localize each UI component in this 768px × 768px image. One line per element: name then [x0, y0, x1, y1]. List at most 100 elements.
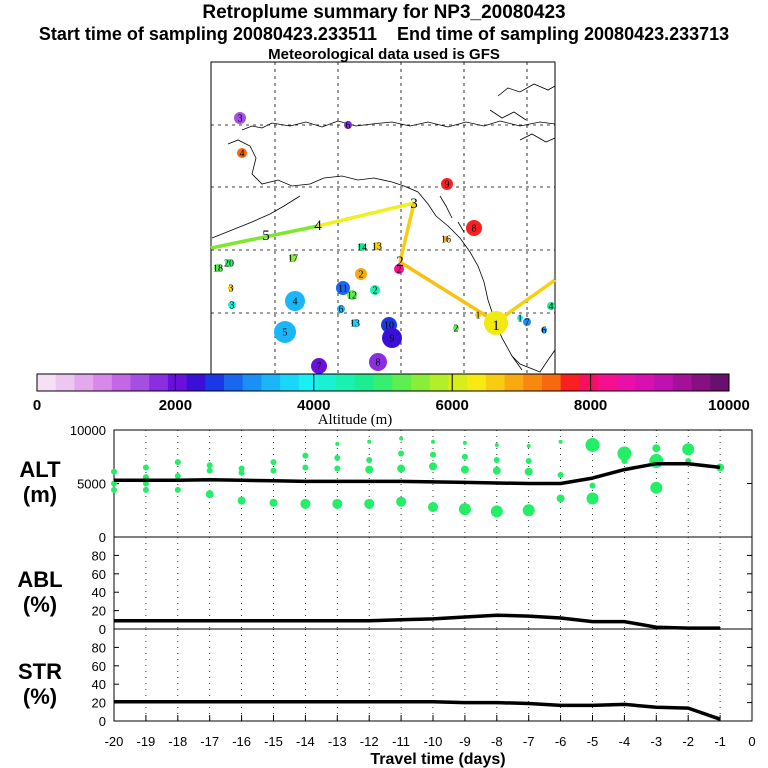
- map-cluster-dot-31: [523, 318, 531, 326]
- colorbar-swatch-21: [429, 374, 449, 391]
- alt-cluster-dot-38: [462, 440, 467, 445]
- map-cluster-label-20: 6: [339, 305, 344, 316]
- x-tick-label-12: -8: [491, 734, 503, 749]
- coastline: [211, 83, 556, 373]
- colorbar-swatch-9: [205, 374, 225, 391]
- map-cluster-dot-10: [358, 243, 366, 251]
- alt-cluster-dot-22: [335, 441, 340, 446]
- centroid-label-5: 5: [262, 228, 270, 244]
- centroid-track-4: [494, 278, 557, 324]
- alt-cluster-dot-8: [174, 473, 181, 480]
- panel-alt-yunit: (m): [23, 482, 57, 507]
- alt-cluster-dot-6: [142, 486, 149, 493]
- panel-alt-ytick-label-1: 5000: [77, 477, 106, 492]
- map-cluster-dot-7: [225, 259, 233, 267]
- x-axis: -20 -19 -18 -17 -16 -15 -14 -13 -12 -11 -10 -9 -8 -7-…: [105, 715, 756, 768]
- alt-cluster-dot-33: [396, 496, 407, 507]
- alt-cluster-dot-11: [206, 467, 213, 474]
- alt-cluster-dot-55: [586, 492, 599, 505]
- colorbar-swatch-35: [691, 374, 711, 391]
- coastline-mexico: [511, 349, 556, 373]
- centroid-track-1: [317, 201, 415, 228]
- centroid-label-1: 1: [492, 318, 500, 334]
- centroid-track-0: [210, 224, 319, 250]
- map-cluster-dot-19: [274, 321, 296, 343]
- alt-cluster-dot-34: [431, 439, 435, 444]
- panel-abl-ytick-label-1: 20: [92, 604, 106, 619]
- panel-str-ytick-label-1: 20: [92, 696, 106, 711]
- map-cluster-dot-14: [347, 290, 357, 300]
- x-tick-label-7: -13: [328, 734, 347, 749]
- map-cluster-label-23: 9: [390, 334, 395, 345]
- alt-cluster-dot-21: [300, 498, 311, 509]
- map-cluster-dot-28: [453, 325, 459, 331]
- coastline-northeast: [489, 83, 556, 143]
- colorbar-swatch-32: [635, 374, 655, 391]
- map-cluster-label-2: 9: [445, 180, 450, 191]
- alt-cluster-dot-45: [490, 505, 503, 518]
- map-cluster-label-0: 3: [238, 114, 243, 125]
- map-cluster-dot-5: [443, 236, 449, 242]
- panel-abl-ytick-label-3: 60: [92, 567, 106, 582]
- colorbar-tick-label-0: 0: [33, 397, 41, 414]
- colorbar-swatch-3: [93, 374, 113, 391]
- colorbar-tick-label-2: 4000: [297, 397, 330, 414]
- map-cluster-label-26: 1: [476, 311, 481, 322]
- coastline-islands: [211, 195, 465, 239]
- x-tick-label-10: -10: [424, 734, 443, 749]
- colorbar-swatch-20: [411, 374, 431, 391]
- alt-cluster-dot-42: [494, 442, 499, 447]
- alt-cluster-dot-25: [332, 498, 343, 509]
- colorbar-swatch-30: [598, 374, 618, 391]
- series-line-str: [114, 699, 721, 721]
- map-cluster-label-10: 14: [357, 243, 367, 254]
- map-cluster-label-25: 7: [317, 362, 322, 373]
- alt-cluster-dot-53: [585, 437, 600, 452]
- alt-cluster-dot-51: [557, 471, 564, 478]
- alt-cluster-dot-46: [526, 444, 531, 449]
- map-cluster-dot-receptor: [484, 311, 508, 335]
- colorbar-swatch-34: [672, 374, 692, 391]
- colorbar-swatch-22: [448, 374, 468, 391]
- alt-cluster-dot-32: [397, 464, 406, 473]
- map-cluster-label-27: 1: [518, 314, 523, 325]
- map-cluster-label-21: 13: [350, 319, 360, 330]
- colorbar-swatch-27: [541, 374, 562, 391]
- colorbar-swatch-12: [261, 374, 281, 391]
- map-cluster-dot-1: [344, 121, 352, 129]
- sampling-time-line: Start time of sampling 20080423.233511 E…: [0, 24, 768, 45]
- panel-abl: 0 20 40 60 80 ABL(%): [17, 536, 753, 637]
- map-cluster-dot-2: [441, 178, 453, 190]
- alt-cluster-dot-56: [617, 446, 632, 461]
- x-tick-label-20: 0: [748, 734, 755, 749]
- x-tick-label-13: -7: [523, 734, 535, 749]
- x-tick-label-0: -20: [105, 734, 124, 749]
- alt-cluster-dot-19: [302, 452, 309, 459]
- map-cluster-label-8: 18: [213, 264, 223, 275]
- map-cluster-dot-25: [311, 358, 327, 374]
- map-cluster-dot-26: [475, 312, 481, 318]
- alt-cluster-dot-54: [589, 482, 596, 489]
- colorbar-swatch-2: [74, 374, 94, 391]
- colorbar-swatch-23: [467, 374, 487, 391]
- alt-cluster-dot-28: [365, 465, 374, 474]
- series-line-alt: [114, 461, 721, 486]
- colorbar-swatch-36: [710, 374, 730, 391]
- panel-str-ytick-label-3: 60: [92, 659, 106, 674]
- colorbar-tick-label-5: 10000: [708, 397, 750, 414]
- alt-cluster-dot-60: [650, 481, 663, 494]
- map-cluster-label-14: 12: [347, 291, 357, 302]
- coastline-arctic: [241, 120, 556, 131]
- map-cluster-dot-21: [351, 319, 359, 327]
- map-cluster-label-1: 6: [346, 121, 351, 132]
- map-cluster-dot-17: [228, 301, 236, 309]
- altitude-colorbar: 0 2000 4000 6000 8000 10000 Altitude (m): [33, 373, 750, 428]
- colorbar-swatch-11: [242, 374, 262, 391]
- alt-cluster-dot-57: [621, 458, 628, 465]
- colorbar-swatch-26: [523, 374, 543, 391]
- panel-abl-ytick-label-2: 40: [92, 585, 106, 600]
- alt-cluster-dot-12: [205, 490, 214, 499]
- map-cluster-dot-30: [541, 327, 547, 333]
- alt-cluster-dot-58: [652, 444, 661, 453]
